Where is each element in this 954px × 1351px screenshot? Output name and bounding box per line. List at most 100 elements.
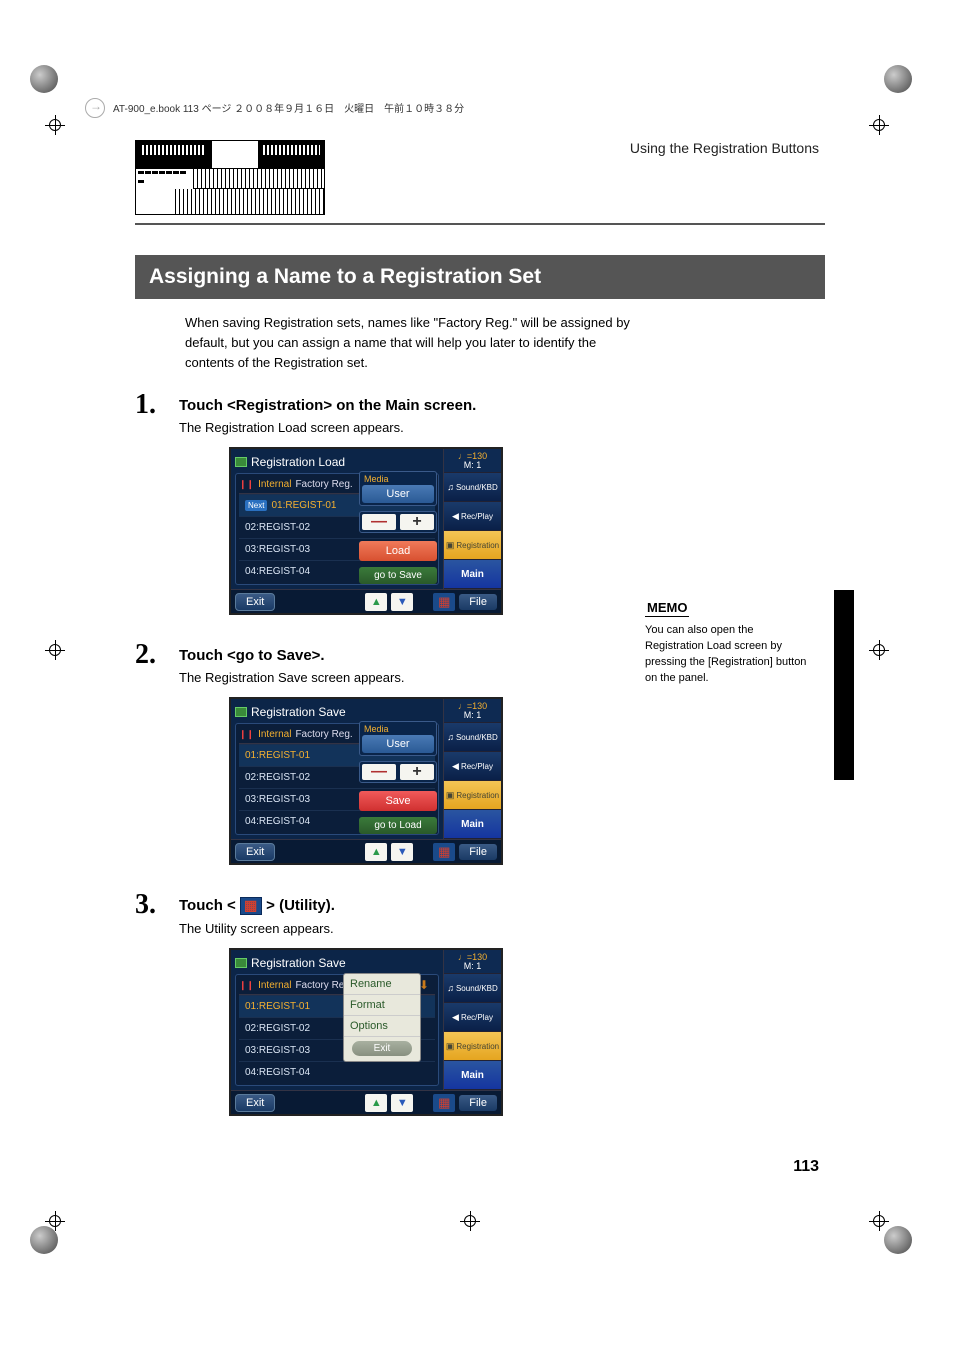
- crop-mark-icon: [884, 65, 924, 105]
- page-number: 113: [793, 1158, 819, 1176]
- memo-text: You can also open the Registration Load …: [645, 623, 815, 687]
- goto-save-button[interactable]: go to Save: [359, 567, 437, 584]
- file-button[interactable]: File: [459, 844, 497, 860]
- step-title: Touch < > (Utility).: [179, 897, 825, 915]
- main-button[interactable]: Main: [444, 560, 501, 589]
- registration-save-screenshot: Registration Save ❙❙ Internal Factory Re…: [229, 697, 503, 865]
- minus-button[interactable]: —: [362, 514, 396, 530]
- keyboard-illustration: [135, 140, 325, 215]
- note-icon: ♫: [447, 983, 454, 993]
- rec-play-button[interactable]: ◀Rec/Play: [444, 502, 501, 531]
- registration-button[interactable]: ▣Registration: [444, 1032, 501, 1061]
- user-button[interactable]: User: [362, 735, 434, 753]
- header-arrow-icon: [85, 98, 105, 118]
- popup-exit-button[interactable]: Exit: [352, 1041, 412, 1056]
- next-badge: Next: [245, 500, 267, 511]
- pause-icon: ❙❙: [239, 729, 254, 740]
- rec-play-button[interactable]: ◀Rec/Play: [444, 1003, 501, 1032]
- step-1: 1. Touch <Registration> on the Main scre…: [135, 389, 825, 623]
- registration-button[interactable]: ▣Registration: [444, 531, 501, 560]
- registration-target-icon: [45, 1211, 85, 1251]
- reg-icon: ▣: [446, 540, 455, 551]
- media-box: Media User: [359, 721, 437, 756]
- utility-icon-button[interactable]: ▦: [433, 1094, 455, 1112]
- load-button[interactable]: Load: [359, 541, 437, 561]
- scroll-up-button[interactable]: ▲: [365, 843, 387, 861]
- note-icon: ♫: [447, 732, 454, 742]
- step-number: 3.: [135, 889, 179, 921]
- plus-minus-control: — +: [359, 761, 437, 783]
- scroll-down-button[interactable]: ▼: [391, 593, 413, 611]
- divider: [135, 223, 825, 225]
- file-button[interactable]: File: [459, 1095, 497, 1111]
- sound-kbd-button[interactable]: ♫Sound/KBD: [444, 974, 501, 1003]
- plus-button[interactable]: +: [400, 514, 434, 530]
- registration-target-icon: [45, 115, 85, 155]
- save-button[interactable]: Save: [359, 791, 437, 811]
- screen-title-icon: [235, 457, 247, 467]
- pause-icon: ❙❙: [239, 479, 254, 490]
- sound-kbd-button[interactable]: ♫Sound/KBD: [444, 723, 501, 752]
- memo-box: MEMO You can also open the Registration …: [645, 600, 815, 687]
- rename-option[interactable]: Rename: [344, 974, 420, 995]
- rec-play-button[interactable]: ◀Rec/Play: [444, 752, 501, 781]
- exit-button[interactable]: Exit: [235, 593, 275, 611]
- format-option[interactable]: Format: [344, 995, 420, 1016]
- step-number: 2.: [135, 639, 179, 671]
- exit-button[interactable]: Exit: [235, 1094, 275, 1112]
- tempo-display: ♩=130 M: 1: [444, 950, 501, 974]
- main-button[interactable]: Main: [444, 1061, 501, 1090]
- utility-icon-button[interactable]: ▦: [433, 593, 455, 611]
- screen-title-icon: [235, 707, 247, 717]
- registration-target-icon: [869, 1211, 909, 1251]
- screen-title: Registration Save: [251, 705, 346, 719]
- user-button[interactable]: User: [362, 485, 434, 503]
- registration-load-screenshot: Registration Load ❙❙ Internal Factory Re…: [229, 447, 503, 615]
- registration-target-icon: [869, 115, 909, 155]
- step-number: 1.: [135, 389, 179, 421]
- media-label: Media: [362, 724, 434, 734]
- utility-icon: [240, 897, 262, 915]
- minus-button[interactable]: —: [362, 764, 396, 780]
- screen-title: Registration Load: [251, 455, 345, 469]
- media-box: Media User: [359, 471, 437, 506]
- options-option[interactable]: Options: [344, 1016, 420, 1037]
- scroll-up-button[interactable]: ▲: [365, 1094, 387, 1112]
- internal-label: Internal: [258, 479, 291, 490]
- memo-label: MEMO: [645, 600, 689, 617]
- step-title: Touch <Registration> on the Main screen.: [179, 397, 825, 414]
- scroll-up-button[interactable]: ▲: [365, 593, 387, 611]
- pause-icon: ❙❙: [239, 980, 254, 991]
- note-icon: ♫: [447, 482, 454, 492]
- main-button[interactable]: Main: [444, 810, 501, 839]
- list-item[interactable]: 04:REGIST-04: [239, 1061, 435, 1083]
- sound-kbd-button[interactable]: ♫Sound/KBD: [444, 473, 501, 502]
- step-description: The Utility screen appears.: [179, 921, 825, 936]
- exit-button[interactable]: Exit: [235, 843, 275, 861]
- crop-mark-icon: [30, 65, 70, 105]
- goto-load-button[interactable]: go to Load: [359, 817, 437, 834]
- utility-popup: Rename Format Options Exit: [343, 973, 421, 1062]
- file-button[interactable]: File: [459, 594, 497, 610]
- factory-reg-label: Factory Reg.: [295, 729, 352, 740]
- intro-text: When saving Registration sets, names lik…: [185, 313, 635, 373]
- step-3: 3. Touch < > (Utility). The Utility scre…: [135, 889, 825, 1124]
- factory-reg-label: Factory Reg.: [295, 479, 352, 490]
- reg-icon: ▣: [446, 790, 455, 801]
- tempo-display: ♩=130 M: 1: [444, 699, 501, 723]
- registration-target-icon: [460, 1211, 500, 1251]
- rec-icon: ◀: [452, 761, 459, 772]
- registration-button[interactable]: ▣Registration: [444, 781, 501, 810]
- internal-label: Internal: [258, 729, 291, 740]
- plus-minus-control: — +: [359, 511, 437, 533]
- registration-target-icon: [869, 640, 909, 680]
- scroll-down-button[interactable]: ▼: [391, 843, 413, 861]
- thumb-tab-label: Using the Registration Buttons: [843, 632, 852, 749]
- rec-icon: ◀: [452, 1012, 459, 1023]
- utility-icon-button[interactable]: ▦: [433, 843, 455, 861]
- rec-icon: ◀: [452, 511, 459, 522]
- plus-button[interactable]: +: [400, 764, 434, 780]
- step-description: The Registration Load screen appears.: [179, 420, 825, 435]
- scroll-down-button[interactable]: ▼: [391, 1094, 413, 1112]
- page-title: Assigning a Name to a Registration Set: [135, 255, 825, 299]
